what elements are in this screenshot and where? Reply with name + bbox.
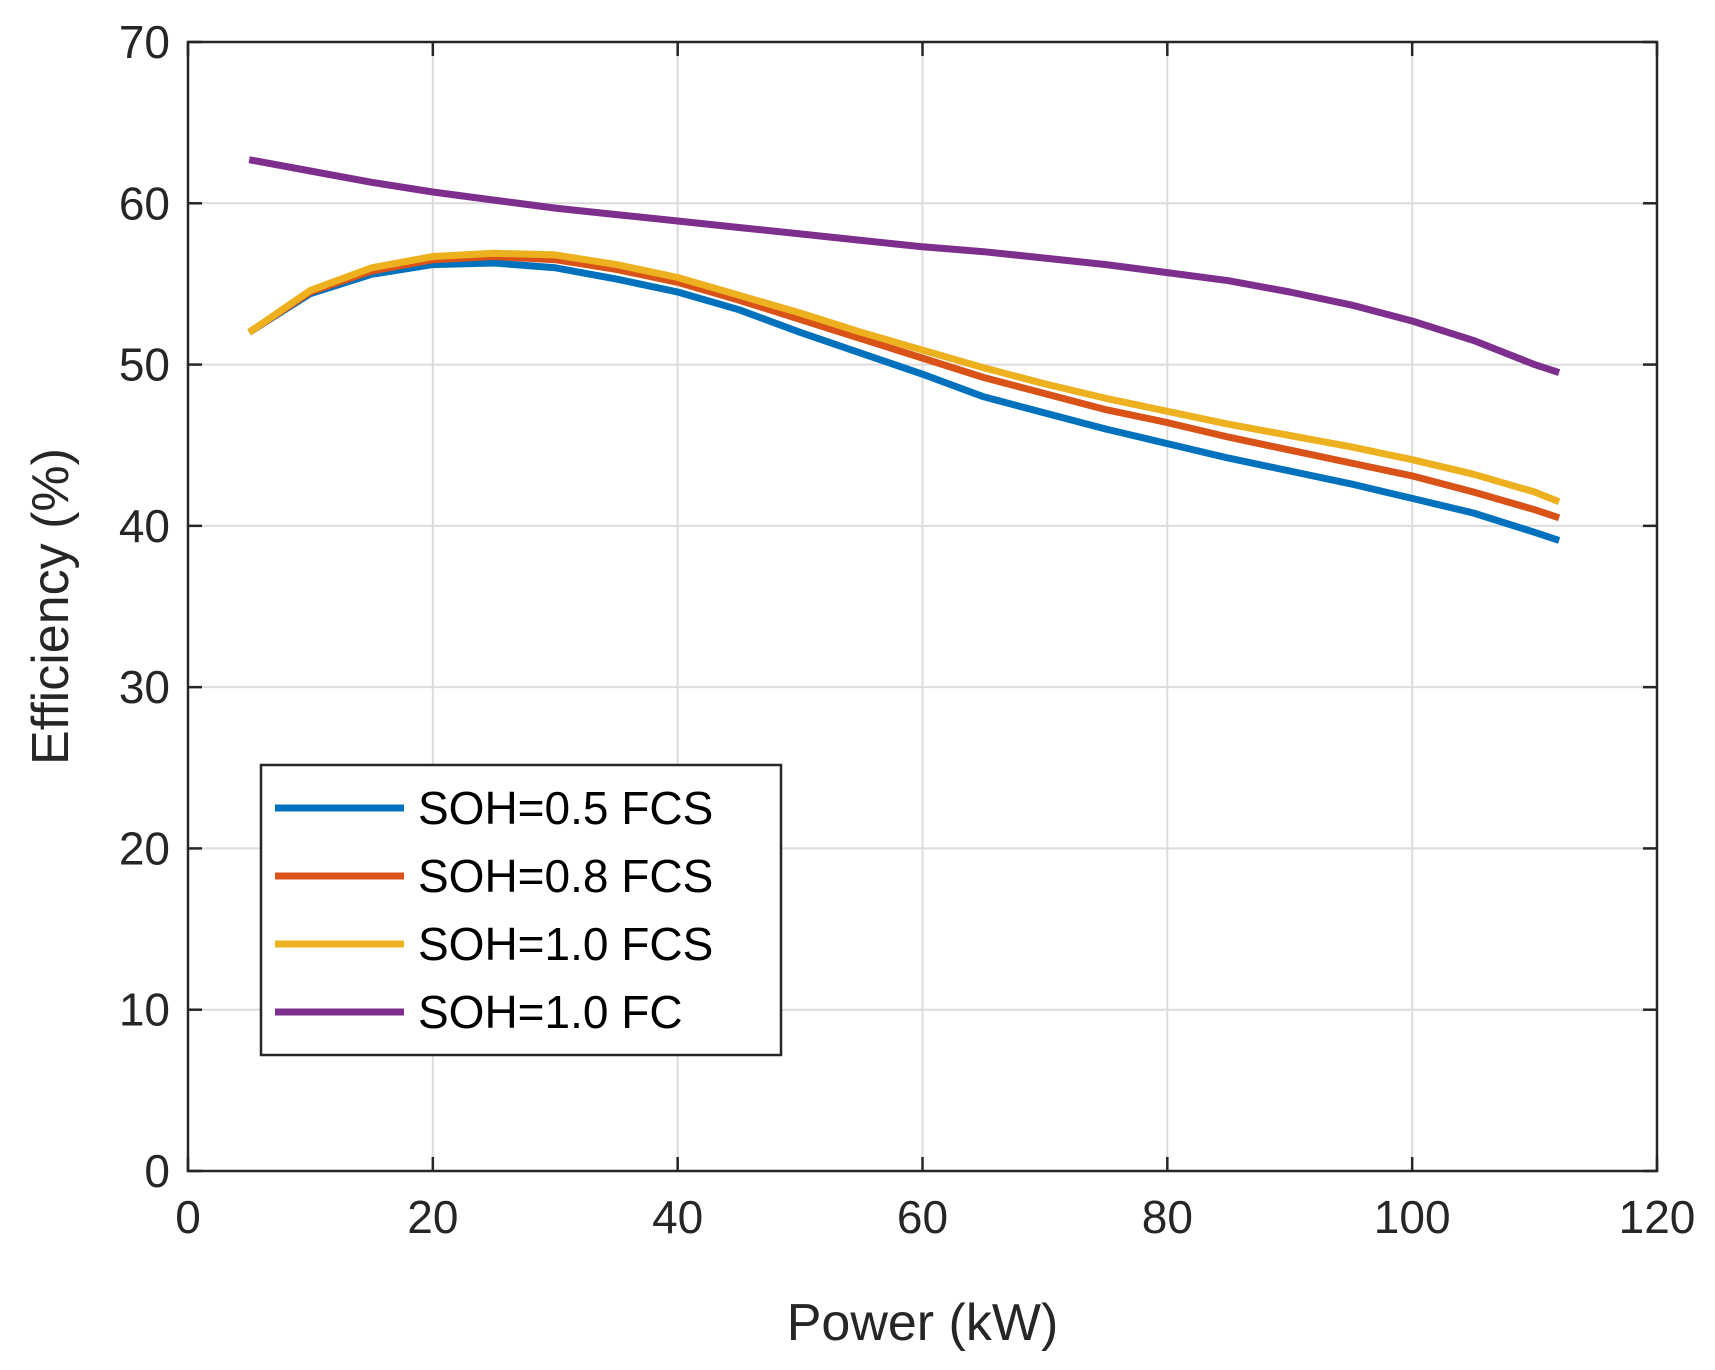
x-tick-label: 80 bbox=[1142, 1191, 1193, 1243]
x-axis-label: Power (kW) bbox=[787, 1294, 1059, 1352]
legend-label: SOH=0.8 FCS bbox=[418, 850, 713, 902]
y-tick-label: 70 bbox=[119, 16, 170, 68]
x-tick-label: 20 bbox=[407, 1191, 458, 1243]
y-axis-label: Efficiency (%) bbox=[22, 448, 80, 765]
tick-marks bbox=[186, 40, 1659, 1173]
x-tick-label: 120 bbox=[1619, 1191, 1696, 1243]
legend-box bbox=[259, 763, 783, 1057]
legend-label: SOH=1.0 FCS bbox=[418, 918, 713, 970]
y-tick-label: 0 bbox=[144, 1145, 170, 1197]
y-tick-labels: 0 10 20 30 40 50 60 70 bbox=[119, 16, 170, 1197]
legend: SOH=0.5 FCS SOH=0.8 FCS SOH=1.0 FCS SOH=1.0… bbox=[259, 763, 783, 1057]
series-line-1 bbox=[247, 259, 1561, 544]
x-tick-label: 100 bbox=[1374, 1191, 1451, 1243]
legend-label: SOH=0.5 FCS bbox=[418, 782, 713, 834]
series-lines bbox=[247, 156, 1561, 544]
series-line-3 bbox=[247, 249, 1561, 505]
y-tick-label: 50 bbox=[119, 339, 170, 391]
y-tick-label: 60 bbox=[119, 177, 170, 229]
x-tick-labels: 0 20 40 60 80 100 120 bbox=[175, 1191, 1695, 1243]
y-tick-label: 30 bbox=[119, 661, 170, 713]
x-tick-label: 40 bbox=[652, 1191, 703, 1243]
y-tick-label: 40 bbox=[119, 500, 170, 552]
x-tick-label: 60 bbox=[897, 1191, 948, 1243]
series-line-4 bbox=[248, 156, 1561, 376]
y-tick-label: 20 bbox=[119, 822, 170, 874]
x-tick-label: 0 bbox=[175, 1191, 201, 1243]
y-tick-label: 10 bbox=[119, 984, 170, 1036]
legend-label: SOH=1.0 FC bbox=[418, 986, 683, 1038]
